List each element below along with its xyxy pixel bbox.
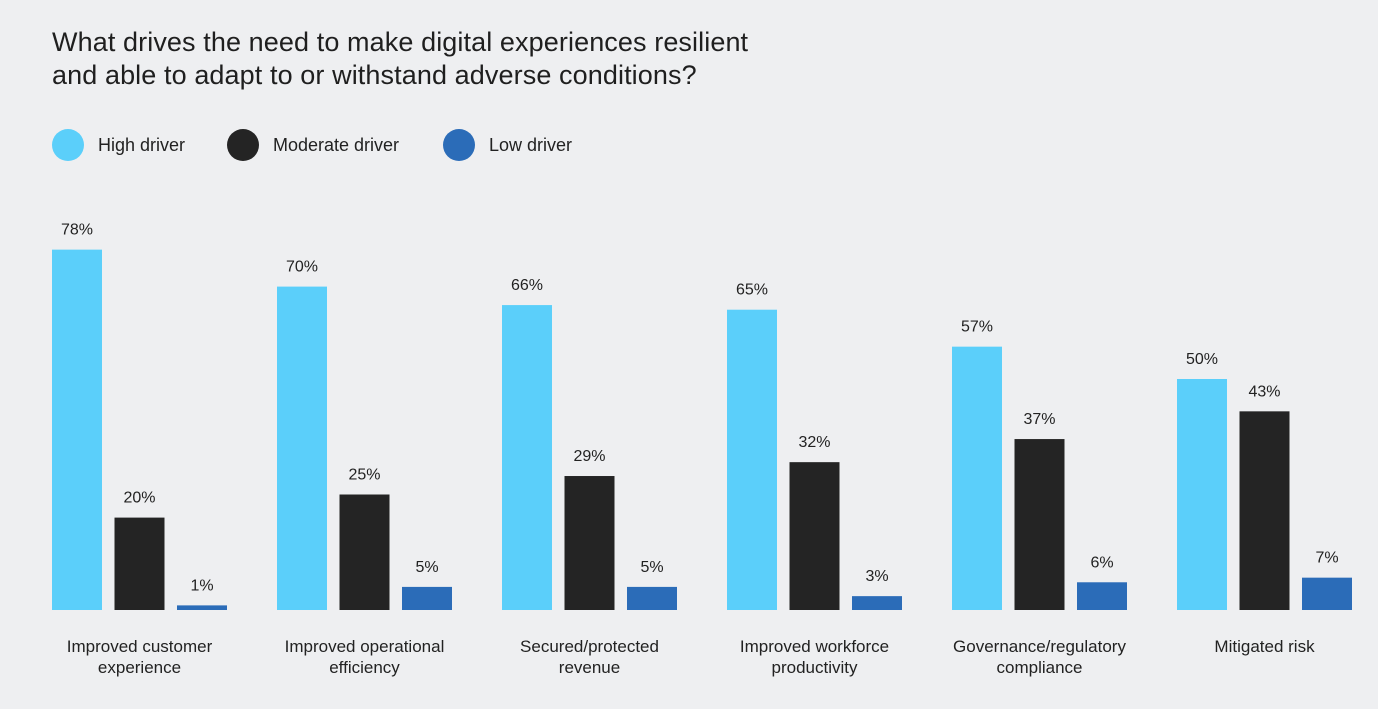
data-label-high-driver-2: 66% [511, 277, 543, 294]
bar-low-driver-3 [852, 596, 902, 610]
bar-low-driver-4 [1077, 582, 1127, 610]
bar-high-driver-1 [277, 286, 327, 610]
data-label-low-driver-2: 5% [640, 559, 663, 576]
chart-title: What drives the need to make digital exp… [52, 26, 852, 92]
category-label-5-line-1: Mitigated risk [1214, 637, 1315, 656]
bar-low-driver-5 [1302, 577, 1352, 610]
legend-swatch-moderate-driver [227, 129, 259, 161]
bar-moderate-driver-5 [1239, 411, 1290, 610]
category-label-2-line-2: revenue [559, 658, 620, 677]
category-label-2-line-1: Secured/protected [520, 637, 659, 656]
chart-title-line-1: What drives the need to make digital exp… [52, 27, 749, 57]
bar-moderate-driver-1 [339, 494, 390, 610]
data-label-high-driver-3: 65% [736, 282, 768, 299]
legend-label-high-driver: High driver [98, 134, 186, 155]
category-label-0-line-1: Improved customer [67, 637, 213, 656]
bar-moderate-driver-2 [564, 476, 615, 610]
bar-high-driver-3 [727, 309, 777, 610]
chart-title-line-2: and able to adapt to or withstand advers… [52, 60, 697, 90]
bar-low-driver-2 [627, 586, 677, 610]
category-label-3-line-2: productivity [772, 658, 858, 677]
legend-item-moderate-driver: Moderate driver [227, 129, 399, 161]
data-label-moderate-driver-1: 25% [348, 467, 380, 484]
legend-label-moderate-driver: Moderate driver [273, 134, 400, 155]
bar-high-driver-5 [1177, 379, 1227, 610]
data-label-moderate-driver-5: 43% [1248, 383, 1280, 400]
bar-moderate-driver-3 [789, 462, 840, 610]
data-label-moderate-driver-4: 37% [1023, 411, 1055, 428]
data-label-low-driver-4: 6% [1090, 554, 1113, 571]
category-label-4-line-2: compliance [997, 658, 1083, 677]
category-label-1-line-1: Improved operational [285, 637, 445, 656]
bar-moderate-driver-0 [114, 517, 165, 610]
data-label-low-driver-0: 1% [190, 577, 213, 594]
data-label-moderate-driver-0: 20% [123, 490, 155, 507]
category-label-3-line-1: Improved workforce [740, 637, 889, 656]
legend-label-low-driver: Low driver [489, 134, 573, 155]
category-label-1-line-2: efficiency [329, 658, 400, 677]
data-label-high-driver-0: 78% [61, 222, 93, 239]
bar-low-driver-0 [177, 605, 227, 610]
data-label-low-driver-1: 5% [415, 559, 438, 576]
data-label-moderate-driver-2: 29% [573, 448, 605, 465]
bar-low-driver-1 [402, 586, 452, 610]
bar-moderate-driver-4 [1014, 439, 1065, 610]
data-label-high-driver-1: 70% [286, 259, 318, 276]
data-label-low-driver-3: 3% [865, 568, 888, 585]
data-label-low-driver-5: 7% [1315, 550, 1338, 567]
bar-high-driver-0 [52, 249, 102, 610]
data-label-moderate-driver-3: 32% [798, 434, 830, 451]
bar-high-driver-4 [952, 346, 1002, 610]
legend-swatch-low-driver [443, 129, 475, 161]
data-label-high-driver-5: 50% [1186, 351, 1218, 368]
legend-item-low-driver: Low driver [443, 129, 572, 161]
legend-swatch-high-driver [52, 129, 84, 161]
category-label-4-line-1: Governance/regulatory [953, 637, 1126, 656]
category-label-0-line-2: experience [98, 658, 181, 677]
data-label-high-driver-4: 57% [961, 319, 993, 336]
legend-item-high-driver: High driver [52, 129, 185, 161]
bar-high-driver-2 [502, 305, 552, 610]
